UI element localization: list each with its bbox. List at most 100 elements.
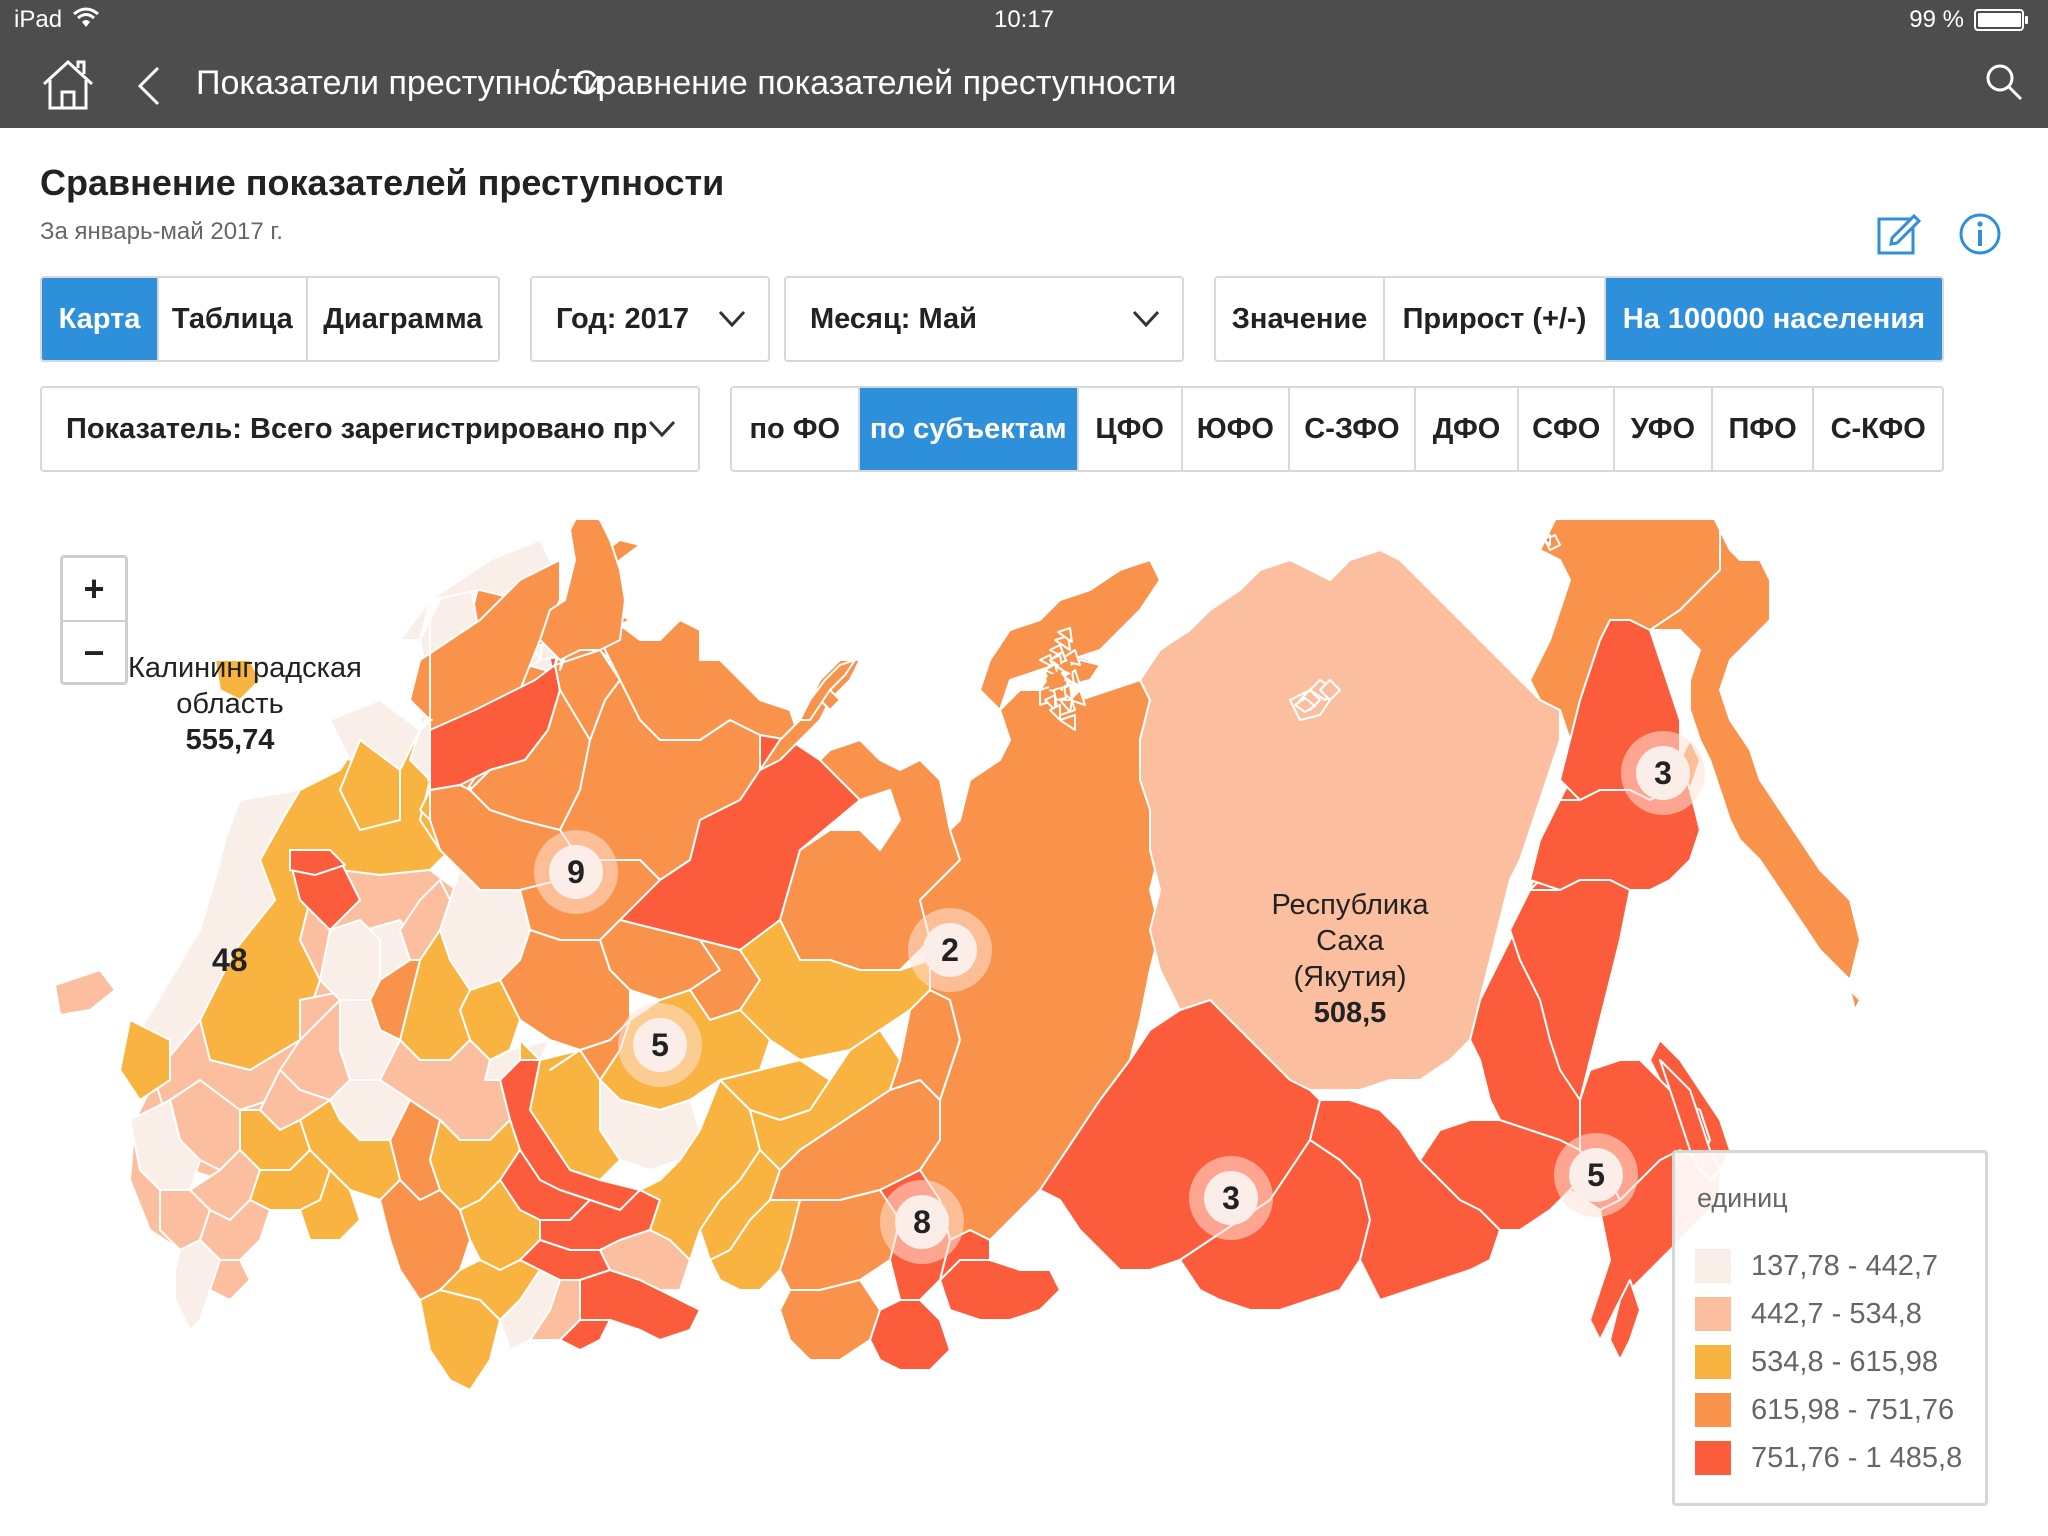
back-chevron-icon[interactable] [134, 64, 164, 108]
legend-swatch [1695, 1249, 1731, 1283]
cluster-count: 5 [633, 1018, 687, 1072]
map-region [399, 599, 431, 641]
cluster-marker[interactable]: 3 [1189, 1156, 1273, 1240]
legend-swatch [1695, 1441, 1731, 1475]
map-region [1057, 627, 1073, 643]
map-region [399, 879, 451, 961]
map-region [1609, 1279, 1641, 1361]
info-icon[interactable] [1958, 212, 2002, 256]
legend-swatch [1695, 1297, 1731, 1331]
value-mode-tabs: Значение Прирост (+/-) На 100000 населен… [1214, 276, 1944, 362]
map-region [1059, 699, 1073, 713]
map-region [1294, 697, 1316, 713]
cluster-count: 3 [1204, 1171, 1258, 1225]
region-value: 555,74 [185, 724, 275, 756]
tab-skfo[interactable]: С-КФО [1812, 388, 1942, 470]
map-region [1649, 529, 1861, 981]
map-region [779, 1189, 901, 1291]
map-legend: единиц 137,78 - 442,7 442,7 - 534,8 534,… [1672, 1150, 1988, 1506]
cluster-marker[interactable]: 5 [618, 1003, 702, 1087]
zoom-out-button[interactable]: − [63, 620, 125, 684]
top-bar: iPad 10:17 99 % Показатели преступности … [0, 0, 2048, 128]
cluster-count: 8 [895, 1195, 949, 1249]
tab-table[interactable]: Таблица [156, 278, 306, 360]
legend-item: 442,7 - 534,8 [1695, 1297, 1922, 1331]
zoom-in-button[interactable]: + [83, 568, 105, 609]
map-region [129, 1099, 201, 1191]
map-region [339, 739, 401, 831]
tab-cfo[interactable]: ЦФО [1076, 388, 1181, 470]
cluster-marker[interactable]: 8 [880, 1180, 964, 1264]
region-tabs: по ФО по субъектам ЦФО ЮФО С-ЗФО ДФО СФО… [730, 386, 1944, 472]
cluster-marker[interactable]: 2 [908, 908, 992, 992]
map-region [209, 1259, 251, 1301]
map-region [214, 659, 261, 701]
region-value: 508,5 [1313, 997, 1387, 1029]
map-region [559, 1319, 611, 1351]
map-region [1049, 704, 1061, 721]
map-region [779, 1279, 881, 1361]
map-region [519, 1039, 541, 1061]
battery-percent: 99 % [1909, 6, 1964, 33]
map-region [329, 699, 421, 771]
month-select[interactable]: Месяц: Май [784, 276, 1184, 362]
map-region [174, 1239, 221, 1331]
tab-per-100000[interactable]: На 100000 населения [1603, 278, 1942, 360]
tab-yufo[interactable]: ЮФО [1180, 388, 1289, 470]
edit-icon[interactable] [1876, 210, 1922, 256]
legend-item: 615,98 - 751,76 [1695, 1393, 1954, 1427]
status-bar: iPad 10:17 99 % [0, 0, 2048, 40]
tab-szfo[interactable]: С-ЗФО [1288, 388, 1414, 470]
legend-range: 137,78 - 442,7 [1751, 1249, 1939, 1282]
tab-sfo[interactable]: СФО [1517, 388, 1613, 470]
cluster-marker[interactable]: 9 [534, 830, 618, 914]
tab-pfo[interactable]: ПФО [1710, 388, 1813, 470]
cluster-count: 5 [1569, 1148, 1623, 1202]
tab-ufo[interactable]: УФО [1613, 388, 1711, 470]
tab-chart[interactable]: Диаграмма [305, 278, 498, 360]
battery-icon [1974, 9, 2028, 31]
cluster-count: 2 [923, 923, 977, 977]
map-region [1509, 879, 1631, 1101]
cluster-marker[interactable]: 3 [1621, 731, 1705, 815]
indicator-select[interactable]: Показатель: Всего зарегистрировано прест… [40, 386, 700, 472]
map-region [379, 1179, 471, 1301]
legend-title: единиц [1697, 1183, 1788, 1213]
home-icon[interactable] [40, 56, 96, 112]
russia-choropleth-map[interactable] [0, 520, 2048, 1520]
page-title: Сравнение показателей преступности [40, 162, 725, 203]
tab-by-subjects[interactable]: по субъектам [857, 388, 1077, 470]
tab-dfo[interactable]: ДФО [1413, 388, 1518, 470]
legend-item: 534,8 - 615,98 [1695, 1345, 1938, 1379]
legend-swatch [1695, 1345, 1731, 1379]
tab-growth[interactable]: Прирост (+/-) [1383, 278, 1604, 360]
breadcrumb-crime-indicators[interactable]: Показатели преступности [196, 64, 603, 102]
breadcrumb-separator: / [550, 64, 560, 102]
legend-range: 751,76 - 1 485,8 [1751, 1441, 1963, 1474]
month-select-value: Месяц: Май [810, 302, 977, 335]
cluster-marker[interactable]: 48 [212, 942, 248, 978]
battery-status: 99 % [1909, 6, 2028, 34]
map-region [1069, 689, 1086, 706]
cluster-marker[interactable]: 5 [1554, 1133, 1638, 1217]
legend-range: 615,98 - 751,76 [1751, 1393, 1955, 1426]
map-region [799, 659, 856, 721]
map-region [54, 969, 116, 1016]
zoom-control: + − [60, 555, 128, 685]
tab-map[interactable]: Карта [42, 278, 157, 360]
legend-range: 442,7 - 534,8 [1751, 1297, 1922, 1330]
legend-swatch [1695, 1393, 1731, 1427]
map-region [319, 919, 381, 1001]
map-region [1849, 989, 1861, 1011]
cluster-count: 3 [1636, 746, 1690, 800]
tab-by-fo[interactable]: по ФО [749, 412, 841, 445]
year-select-value: Год: 2017 [556, 302, 689, 335]
region-name-line2: Саха [1316, 925, 1384, 957]
region-name: Республика [1271, 889, 1429, 921]
map-region [1319, 679, 1341, 701]
legend-item: 137,78 - 442,7 [1695, 1249, 1938, 1283]
tab-value[interactable]: Значение [1231, 302, 1368, 335]
year-select[interactable]: Год: 2017 [530, 276, 770, 362]
search-icon[interactable] [1984, 62, 2024, 102]
region-name: Калининградская [128, 652, 362, 684]
